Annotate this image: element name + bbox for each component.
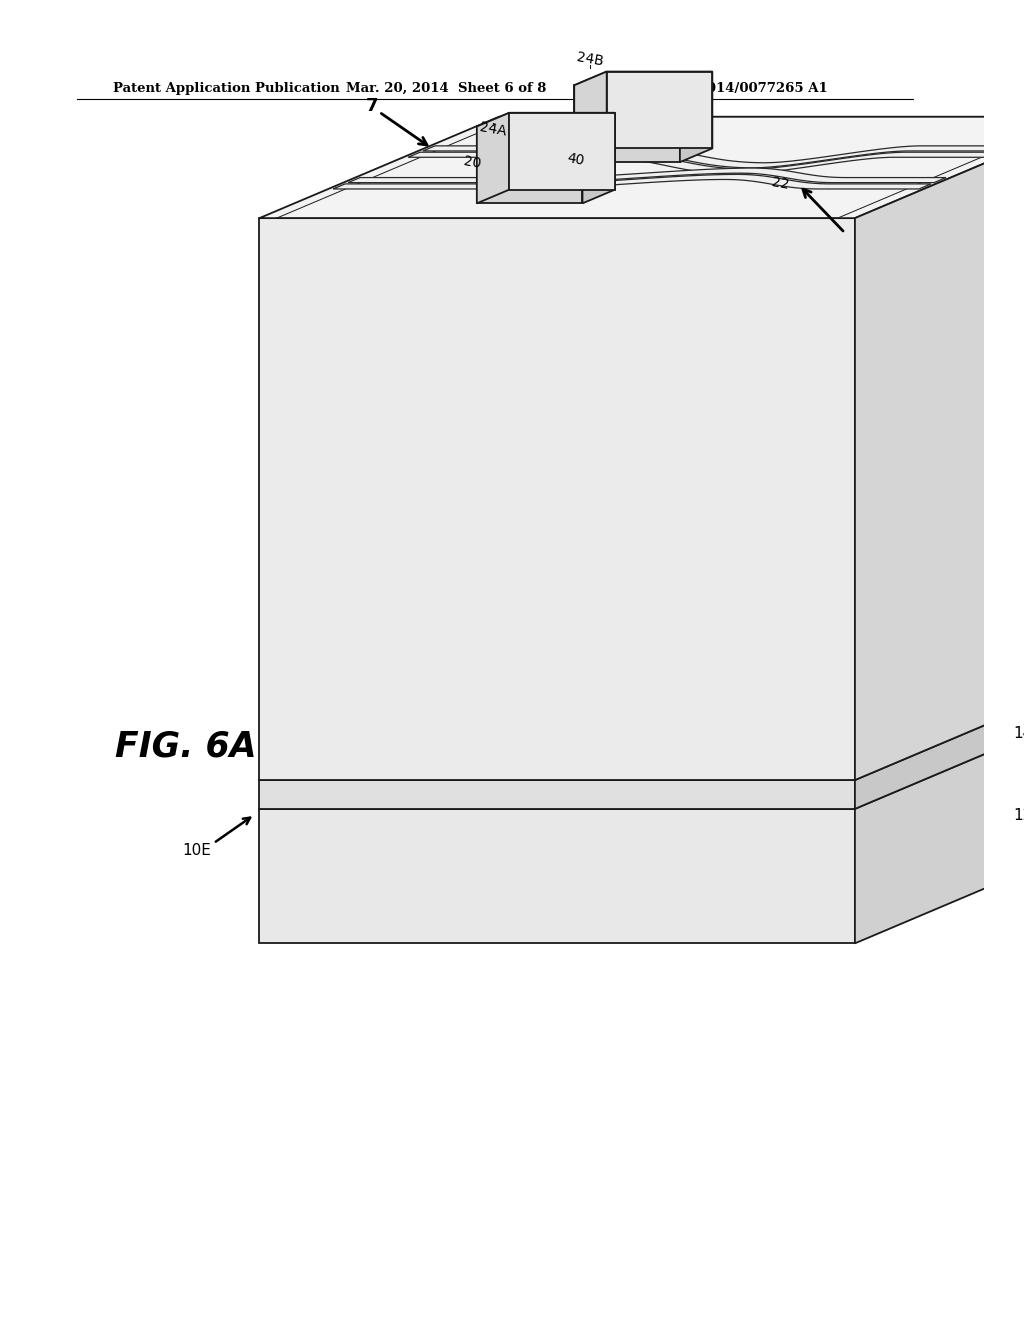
Polygon shape [583, 112, 615, 203]
Polygon shape [477, 112, 509, 203]
Polygon shape [574, 71, 606, 162]
Polygon shape [477, 127, 583, 203]
Text: Patent Application Publication: Patent Application Publication [114, 82, 340, 95]
Polygon shape [333, 174, 931, 189]
Polygon shape [259, 809, 855, 944]
Text: 24B: 24B [575, 50, 605, 69]
Polygon shape [259, 116, 1024, 218]
Polygon shape [259, 708, 1024, 809]
Text: 40: 40 [566, 152, 586, 169]
Polygon shape [855, 116, 1024, 780]
Text: 10E: 10E [182, 842, 212, 858]
Text: Mar. 20, 2014  Sheet 6 of 8: Mar. 20, 2014 Sheet 6 of 8 [346, 82, 546, 95]
Polygon shape [408, 152, 1006, 174]
Polygon shape [855, 678, 1024, 809]
Text: 24A: 24A [478, 120, 508, 139]
Text: US 2014/0077265 A1: US 2014/0077265 A1 [673, 82, 828, 95]
Text: 20: 20 [463, 154, 482, 172]
Polygon shape [574, 71, 713, 86]
Polygon shape [509, 112, 615, 190]
Polygon shape [574, 86, 680, 162]
Text: 12: 12 [1013, 808, 1024, 822]
Text: 7: 7 [366, 98, 379, 115]
Polygon shape [259, 678, 1024, 780]
Polygon shape [680, 71, 713, 162]
Polygon shape [259, 780, 855, 809]
Polygon shape [606, 71, 713, 148]
Text: FIG. 6A: FIG. 6A [115, 730, 256, 763]
Polygon shape [259, 218, 855, 780]
Polygon shape [348, 168, 946, 182]
Polygon shape [855, 708, 1024, 944]
Polygon shape [423, 147, 1021, 168]
Text: 22: 22 [771, 174, 791, 191]
Text: 14: 14 [1013, 726, 1024, 741]
Polygon shape [477, 112, 615, 127]
